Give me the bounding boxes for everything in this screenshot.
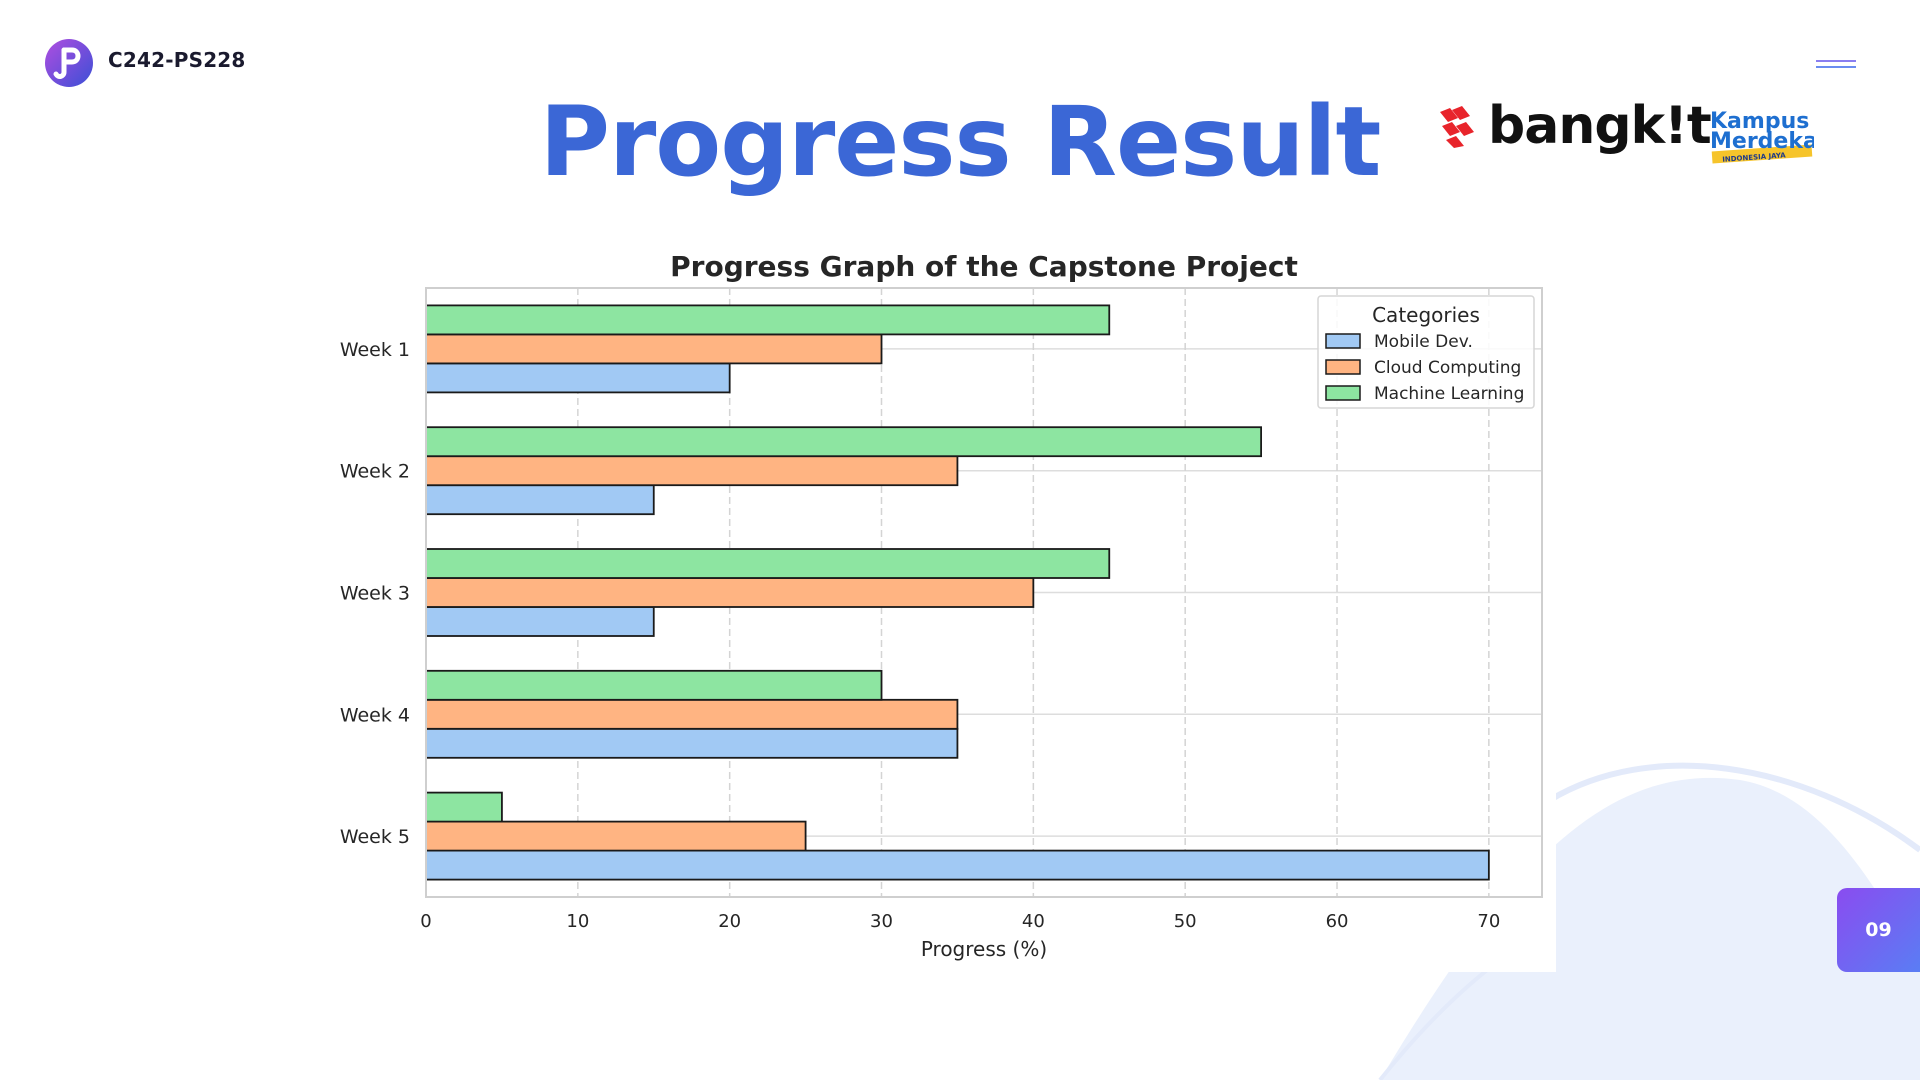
bar-mobile-dev--week-2 [425, 484, 655, 516]
svg-text:Merdeka: Merdeka [1710, 129, 1814, 154]
bangkit-wordmark: bangk!t [1488, 96, 1712, 156]
legend-box [1317, 295, 1535, 409]
bar-machine-learning-week-5 [425, 791, 503, 823]
bar-mobile-dev--week-1 [425, 362, 731, 394]
x-tick-label: 60 [1326, 911, 1349, 932]
bar-machine-learning-week-4 [425, 669, 883, 701]
bar-machine-learning-week-2 [425, 426, 1263, 458]
bar-cloud-computing-week-1 [425, 333, 883, 365]
team-logo-icon [45, 39, 93, 87]
x-tick-label: 40 [1022, 911, 1045, 932]
hamburger-menu-icon[interactable] [1814, 58, 1858, 74]
bar-mobile-dev--week-4 [425, 727, 959, 759]
bar-cloud-computing-week-5 [425, 820, 807, 852]
legend-swatch [1325, 385, 1361, 401]
x-tick-label: 0 [420, 911, 431, 932]
x-tick-label: 10 [566, 911, 589, 932]
team-code-label: C242-PS228 [108, 48, 246, 72]
legend-entry-label: Mobile Dev. [1374, 332, 1473, 352]
plot-frame [425, 287, 1543, 898]
chart-title: Progress Graph of the Capstone Project [670, 250, 1298, 283]
y-tick-label: Week 1 [340, 339, 410, 361]
x-tick-label: 70 [1477, 911, 1500, 932]
legend-entry-label: Cloud Computing [1374, 358, 1521, 378]
kampus-merdeka-logo: Kampus Merdeka INDONESIA JAYA [1710, 109, 1814, 164]
y-tick-label: Week 4 [340, 704, 410, 726]
bar-cloud-computing-week-4 [425, 698, 959, 730]
bangkit-logo: bangk!t [1436, 96, 1712, 156]
bar-cloud-computing-week-3 [425, 577, 1035, 608]
page-number: 09 [1865, 919, 1892, 941]
bar-mobile-dev--week-5 [425, 849, 1490, 881]
bar-cloud-computing-week-2 [425, 455, 959, 487]
legend-swatch [1325, 333, 1361, 349]
bar-machine-learning-week-3 [425, 548, 1111, 579]
y-tick-label: Week 3 [340, 583, 410, 605]
x-tick-label: 20 [718, 911, 741, 932]
bangkit-logo-icon [1440, 106, 1474, 148]
legend-entry-label: Machine Learning [1374, 384, 1524, 404]
y-tick-label: Week 2 [340, 461, 410, 483]
bar-machine-learning-week-1 [425, 304, 1111, 336]
bar-mobile-dev--week-3 [425, 606, 655, 637]
x-axis-label: Progress (%) [921, 937, 1047, 961]
y-tick-label: Week 5 [340, 826, 410, 848]
x-tick-label: 50 [1174, 911, 1197, 932]
page-title: Progress Result [539, 86, 1382, 198]
svg-text:Kampus: Kampus [1710, 109, 1809, 134]
page-number-badge: 09 [1837, 888, 1920, 972]
legend-title: Categories [1372, 303, 1480, 327]
legend-swatch [1325, 359, 1361, 375]
x-tick-label: 30 [870, 911, 893, 932]
